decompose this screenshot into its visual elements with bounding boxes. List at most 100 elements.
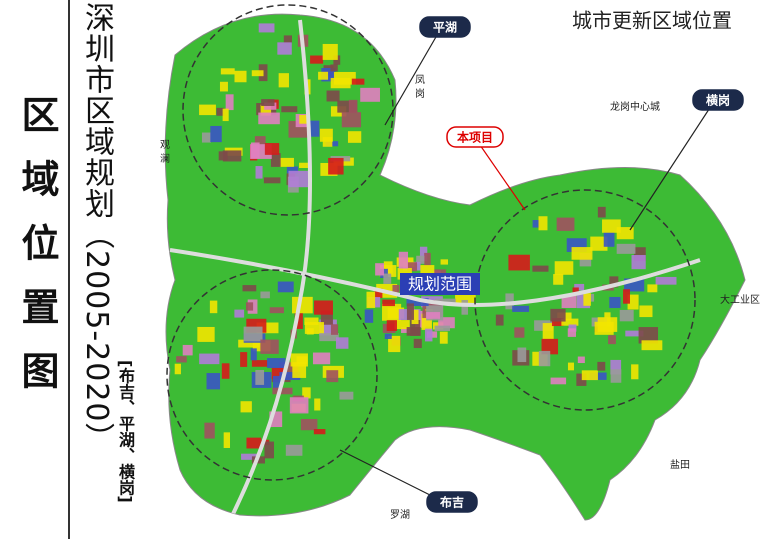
land-use-patch [383, 273, 392, 284]
land-use-patch [532, 220, 541, 228]
land-use-patch [434, 325, 450, 332]
land-use-patch [619, 309, 634, 322]
land-use-patch [182, 344, 193, 356]
place-name: 大工业区 [720, 293, 760, 306]
land-use-patch [251, 70, 264, 77]
land-use-patch [277, 281, 294, 293]
leader-line [479, 144, 526, 211]
land-use-patch [407, 262, 418, 272]
land-use-patch [263, 177, 281, 184]
land-use-patch [272, 387, 293, 395]
callout-box [692, 89, 744, 111]
land-use-patch [440, 259, 449, 265]
callout-box [419, 16, 471, 38]
land-use-patch [326, 90, 340, 102]
land-use-patch [634, 247, 646, 262]
land-use-patch [424, 252, 431, 266]
land-use-patch [556, 217, 575, 231]
land-use-patch [384, 333, 392, 340]
land-use-patch [251, 360, 268, 367]
land-use-patch [286, 166, 299, 174]
land-use-patch [517, 347, 527, 363]
land-use-patch [234, 309, 245, 318]
land-use-patch [218, 151, 228, 161]
buji-circle [166, 269, 378, 481]
land-use-patch [406, 296, 413, 307]
page-title: 区域位置图 [15, 95, 59, 415]
land-use-patch [258, 112, 280, 125]
land-use-patch [288, 170, 309, 188]
land-use-patch [314, 398, 321, 411]
land-use-patch [221, 363, 230, 379]
land-use-patch [294, 313, 303, 329]
land-use-patch [240, 401, 252, 413]
land-use-patches [169, 19, 701, 520]
land-use-patch [209, 300, 218, 314]
land-use-patch [639, 305, 653, 318]
land-use-patch [241, 453, 260, 460]
land-use-patch [330, 64, 338, 72]
land-use-patch [223, 432, 231, 448]
land-use-patch [638, 327, 659, 344]
land-use-patch [283, 35, 293, 44]
land-use-patch [623, 289, 630, 304]
land-use-patch [360, 87, 380, 102]
land-use-patch [567, 328, 576, 337]
land-use-patch [594, 321, 614, 335]
districts-note: [布吉、平湖、横岗] [116, 360, 135, 503]
road [228, 19, 312, 520]
land-use-patch [625, 330, 644, 337]
land-use-patch [278, 73, 289, 88]
land-use-patch [351, 78, 365, 85]
land-use-patch [426, 312, 440, 319]
land-use-patch [406, 303, 414, 320]
place-name: 澜 [160, 153, 170, 165]
land-use-patch [314, 300, 333, 315]
land-use-patch [382, 303, 402, 321]
land-use-patch [264, 102, 277, 110]
land-use-patch [420, 265, 435, 278]
land-use-patch [438, 317, 455, 329]
land-use-patch [541, 338, 559, 355]
land-use-patch [258, 23, 275, 33]
land-use-patch [382, 299, 395, 307]
scope-box [400, 273, 480, 295]
land-use-patch [401, 327, 412, 333]
land-use-patch [222, 150, 242, 162]
land-use-patch [538, 216, 548, 231]
land-use-patch [197, 326, 215, 342]
land-use-patch [300, 418, 318, 431]
land-use-patch [220, 68, 235, 75]
land-use-patch [326, 370, 339, 383]
road [169, 248, 701, 307]
land-use-patch [419, 246, 428, 262]
callout-label: 布吉 [440, 495, 464, 510]
land-use-patch [394, 320, 410, 330]
map-heading: 城市更新区域位置 [572, 9, 732, 33]
land-use-patch [641, 340, 663, 351]
henggang-circle [474, 189, 696, 411]
land-use-patch [219, 81, 228, 92]
land-use-patch [318, 71, 329, 80]
land-use-patch [571, 247, 593, 260]
land-use-patch [347, 131, 362, 143]
land-use-patch [289, 397, 309, 414]
land-use-patch [551, 318, 564, 327]
land-use-patch [292, 296, 313, 314]
land-use-patch [264, 441, 275, 459]
land-use-patch [279, 157, 294, 167]
land-use-patch [542, 323, 554, 340]
land-use-patch [461, 299, 468, 315]
land-use-patch [348, 99, 358, 113]
land-use-patch [366, 291, 376, 308]
land-use-patch [495, 314, 504, 326]
land-use-patch [386, 320, 397, 332]
land-use-patch [631, 255, 646, 270]
land-use-patch [292, 362, 307, 378]
land-use-patch [304, 322, 324, 334]
land-use-patch [583, 293, 591, 306]
land-use-patch [550, 377, 567, 385]
land-use-patch [574, 283, 585, 291]
land-use-patch [609, 276, 619, 288]
land-use-patch [255, 166, 263, 179]
